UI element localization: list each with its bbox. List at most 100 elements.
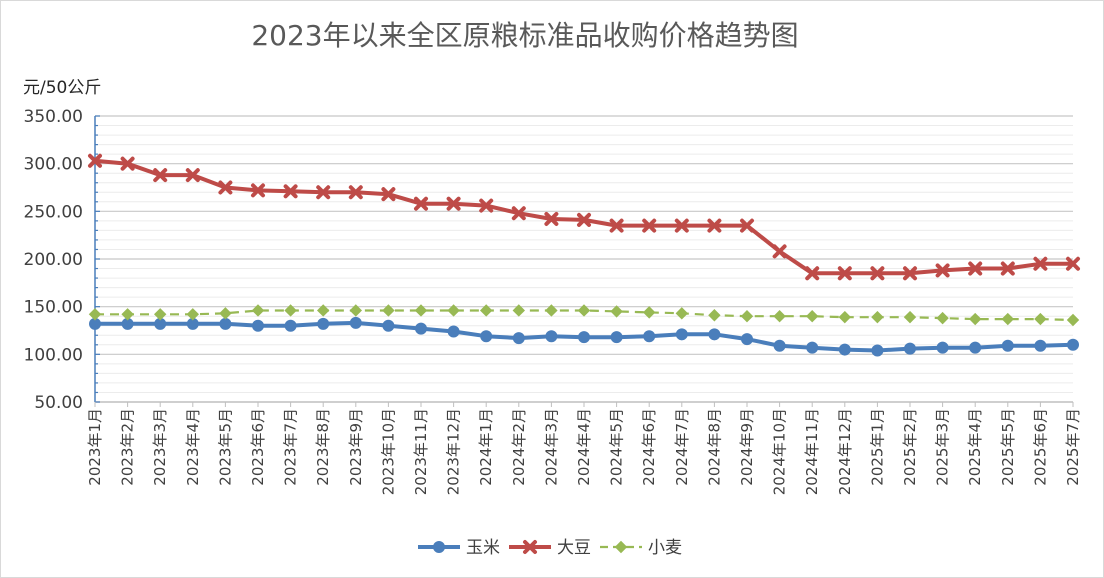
series-3-point [121, 308, 134, 321]
series-3-point [675, 307, 689, 320]
series-1-point [936, 341, 949, 354]
y-tick-label: 250.00 [24, 202, 83, 222]
chart-title: 2023年以来全区原粮标准品收购价格趋势图 [251, 19, 798, 52]
series-2-point [1066, 256, 1080, 271]
x-tick-label: 2023年5月 [216, 408, 234, 486]
x-tick-label: 2023年1月 [86, 408, 104, 486]
x-tick-label: 2023年11月 [412, 408, 430, 495]
x-tick-label: 2023年10月 [379, 408, 397, 495]
series-3-point [871, 310, 884, 324]
series-1-point [1034, 339, 1047, 352]
series-1-point [349, 316, 362, 329]
series-3-point [968, 312, 982, 326]
series-3-point [1034, 312, 1047, 326]
series-1-point [317, 317, 330, 330]
x-tick-label: 2023年9月 [347, 408, 365, 486]
series-group [88, 153, 1080, 357]
series-2-point [1033, 256, 1048, 271]
series-2-point [870, 266, 885, 281]
series-1-point [545, 330, 558, 343]
x-tick-label: 2023年8月 [314, 408, 332, 486]
legend-label: 玉米 [466, 538, 500, 558]
series-3-point [838, 310, 852, 324]
series-2-point [414, 196, 428, 211]
x-tick-label: 2023年7月 [282, 408, 300, 486]
series-2-point [805, 266, 820, 281]
x-tick-label: 2025年7月 [1064, 408, 1082, 486]
series-2 [88, 153, 1080, 281]
x-tick-label: 2023年3月 [151, 408, 169, 486]
series-2-point [740, 218, 754, 233]
series-1-point [871, 344, 884, 357]
series-2-point [446, 196, 461, 211]
series-1-point [219, 317, 232, 330]
series-3-point [642, 306, 656, 319]
x-tick-label: 2024年10月 [771, 408, 789, 495]
series-3-point [349, 304, 363, 317]
series-2-point [283, 184, 298, 199]
series-1 [89, 316, 1079, 357]
series-3-point [545, 304, 558, 317]
series-3-point [186, 308, 200, 321]
y-tick-label: 150.00 [24, 298, 83, 318]
series-2-point [511, 206, 526, 221]
series-3-point [479, 304, 493, 317]
series-2-point [707, 218, 722, 233]
series-3-point [740, 309, 754, 323]
series-2-point [185, 168, 200, 183]
series-2-point [218, 180, 233, 195]
series-2-point [88, 153, 102, 168]
x-tick-label: 2025年6月 [1031, 408, 1049, 486]
series-1-point [806, 341, 819, 354]
series-3-point [805, 309, 819, 323]
legend-item-2: 大豆 [509, 538, 591, 558]
series-3-point [1066, 313, 1080, 327]
x-tick-labels: 2023年1月 2023年2月 2023年3月 2023年4月 2023年5月 2023年… [86, 408, 1082, 495]
legend-item-3: 小麦 [600, 538, 682, 558]
series-2-point [1000, 261, 1015, 276]
x-tick-label: 2025年4月 [966, 408, 984, 486]
series-3-point [447, 304, 460, 317]
series-1-point [1001, 339, 1014, 352]
x-tick-label: 2023年4月 [184, 408, 202, 486]
x-tick-label: 2024年5月 [608, 408, 626, 486]
series-3-point [708, 309, 721, 322]
series-3-point [88, 308, 102, 321]
series-1-point [382, 319, 395, 332]
series-1-point [1067, 338, 1079, 351]
series-3-point [903, 310, 917, 324]
x-tick-label: 2025年1月 [868, 408, 886, 486]
series-3-point [610, 305, 623, 318]
series-1-point [284, 319, 297, 332]
x-tick-label: 2024年9月 [738, 408, 756, 486]
series-2-point [935, 263, 950, 278]
legend-label: 大豆 [557, 538, 591, 558]
y-tick-label: 350.00 [24, 107, 83, 127]
series-2-point [544, 211, 559, 226]
series-2-point [609, 218, 624, 233]
series-1-point [480, 330, 493, 343]
series-1-point [643, 330, 656, 343]
series-2-point [837, 266, 852, 281]
x-tick-label: 2023年2月 [119, 408, 137, 486]
series-2-point [348, 185, 363, 200]
legend: 玉米 大豆 小麦 [418, 538, 682, 558]
series-3-point [284, 304, 297, 317]
series-1-point [512, 332, 525, 345]
x-tick-label: 2025年5月 [999, 408, 1017, 486]
series-3 [88, 304, 1080, 327]
x-tick-label: 2025年3月 [934, 408, 952, 486]
series-1-point [708, 328, 721, 341]
x-tick-label: 2024年2月 [510, 408, 528, 486]
series-1-point [447, 325, 460, 338]
x-tick-label: 2024年6月 [640, 408, 658, 486]
x-tick-label: 2024年7月 [673, 408, 691, 486]
y-tick-labels: 350.00 300.00 250.00 200.00 150.00 100.00 50.0… [24, 107, 83, 413]
series-3-point [936, 311, 949, 325]
series-3-point [219, 307, 232, 320]
series-1-point [773, 339, 786, 352]
y-tick-label: 100.00 [24, 345, 83, 365]
legend-swatch-point [433, 541, 445, 553]
gridlines [95, 115, 1073, 393]
